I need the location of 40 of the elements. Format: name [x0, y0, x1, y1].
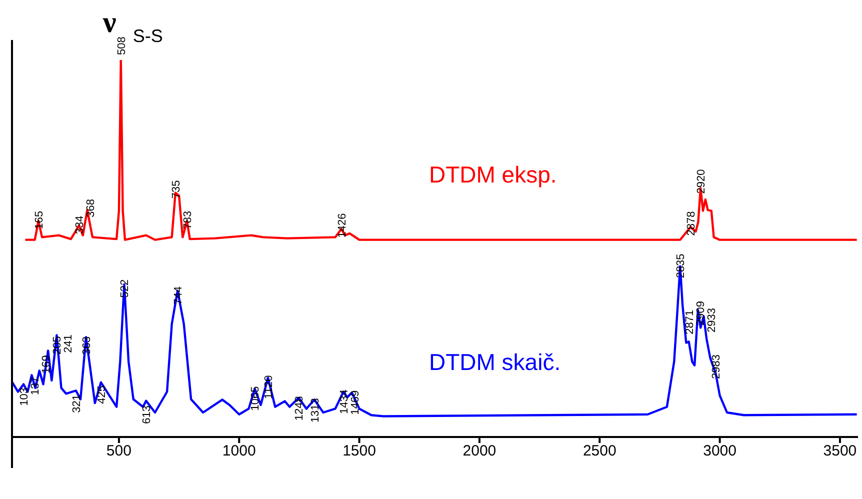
annotation: 1426 — [336, 213, 349, 238]
annotation: 1065 — [250, 386, 262, 411]
annotation: 1469 — [349, 390, 362, 415]
x-tick-label: 3500 — [823, 442, 857, 460]
annotation: 2983 — [710, 354, 723, 379]
series-label: DTDM skaič. — [428, 349, 561, 376]
annotation: 1434 — [338, 390, 350, 414]
annotation: 425 — [96, 385, 108, 404]
annotation: 735 — [170, 180, 182, 199]
x-tick-label: 1000 — [222, 442, 256, 460]
annotation: 2909 — [694, 301, 707, 326]
annotation: 137 — [30, 376, 42, 396]
text: DTDM eksp. — [428, 161, 557, 188]
x-tick-label: 2000 — [462, 442, 496, 460]
annotation: 613 — [141, 405, 154, 424]
annotation: 2920 — [696, 169, 708, 194]
annotation: 508 — [116, 36, 128, 55]
annotation: 783 — [182, 210, 194, 230]
annotation: 363 — [81, 336, 94, 355]
annotation: 522 — [119, 279, 132, 298]
x-tick-label: 1500 — [342, 442, 376, 460]
annotation: 2871 — [684, 310, 696, 334]
annotation: 1313 — [309, 398, 322, 423]
annotation: 169 — [40, 355, 53, 374]
annotation: 205 — [52, 336, 64, 354]
annotation: 165 — [33, 210, 46, 230]
annotation: 2878 — [685, 211, 698, 236]
annotation: 1248 — [294, 396, 306, 421]
annotation: 241 — [62, 334, 75, 353]
annotation: 334 — [74, 216, 86, 234]
annotation: 2933 — [706, 308, 718, 332]
annotation: 2835 — [675, 254, 688, 278]
annotation: 744 — [172, 286, 185, 305]
annotation: 1120 — [262, 375, 275, 399]
x-tick-label: 2500 — [582, 442, 616, 460]
annotation: 321 — [70, 394, 83, 413]
x-tick-label: 3000 — [703, 442, 736, 460]
annotation: 103 — [18, 388, 31, 406]
annotation: 368 — [85, 199, 98, 218]
x-tick-label: 500 — [106, 442, 132, 460]
